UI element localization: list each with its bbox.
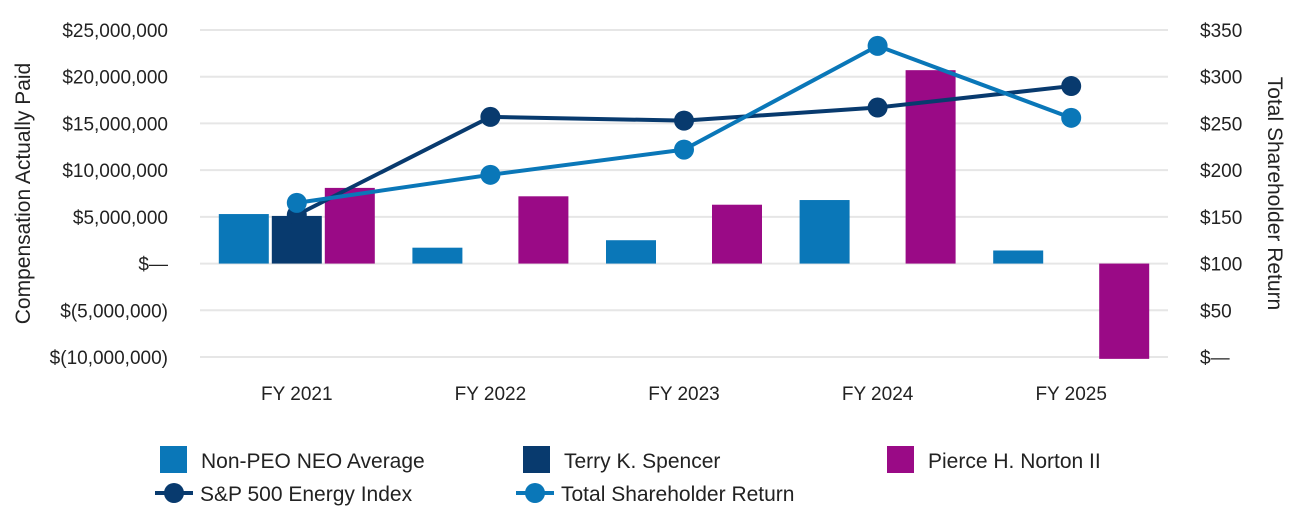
legend-label: Total Shareholder Return xyxy=(561,483,794,506)
bar-non-peo-neo-average xyxy=(799,200,850,264)
legend-swatch-terry-k-spencer xyxy=(523,446,550,473)
bar-non-peo-neo-average xyxy=(606,240,656,264)
category-labels: FY 2021 FY 2022 FY 2023 FY 2024 FY 2025 xyxy=(261,384,1107,405)
left-tick-label: $25,000,000 xyxy=(62,21,168,42)
point-s-p-500-energy-index xyxy=(480,106,501,127)
category-label: FY 2022 xyxy=(455,384,526,405)
legend-swatch-pierce-h-norton-ii xyxy=(887,446,914,473)
left-axis-title: Compensation Actually Paid xyxy=(12,63,35,325)
right-tick-label: $— xyxy=(1200,348,1230,369)
legend-label: Non-PEO NEO Average xyxy=(201,450,425,473)
legend-swatch-non-peo-neo-average xyxy=(160,446,187,473)
right-tick-label: $250 xyxy=(1200,114,1242,135)
category-label: FY 2023 xyxy=(648,384,719,405)
bar-non-peo-neo-average xyxy=(412,247,463,264)
point-total-shareholder-return xyxy=(286,192,307,213)
legend-marker-total-shareholder-return xyxy=(525,483,545,503)
bar-pierce-h-norton-ii xyxy=(518,196,569,264)
legend-label: Pierce H. Norton II xyxy=(928,450,1101,473)
left-tick-label: $(5,000,000) xyxy=(60,301,168,322)
point-total-shareholder-return xyxy=(867,35,888,56)
right-tick-label: $350 xyxy=(1200,21,1242,42)
legend-label: Terry K. Spencer xyxy=(564,450,720,473)
bar-pierce-h-norton-ii xyxy=(324,187,375,264)
point-s-p-500-energy-index xyxy=(867,97,888,118)
left-tick-label: $(10,000,000) xyxy=(50,348,168,369)
category-label: FY 2021 xyxy=(261,384,332,405)
category-label: FY 2024 xyxy=(842,384,914,405)
bar-non-peo-neo-average xyxy=(218,214,269,264)
bar-pierce-h-norton-ii xyxy=(712,204,762,264)
right-axis-title: Total Shareholder Return xyxy=(1263,77,1286,310)
point-total-shareholder-return xyxy=(480,164,501,185)
point-total-shareholder-return xyxy=(674,139,694,160)
left-tick-label: $— xyxy=(138,255,168,276)
right-axis-ticks: $350 $300 $250 $200 $150 $100 $50 $— xyxy=(1200,21,1242,369)
bars xyxy=(218,70,1150,359)
point-total-shareholder-return xyxy=(1061,107,1082,128)
left-tick-label: $15,000,000 xyxy=(62,114,168,135)
left-tick-label: $5,000,000 xyxy=(73,208,168,229)
legend: Non-PEO NEO Average Terry K. Spencer Pierc… xyxy=(155,446,1101,506)
left-tick-label: $20,000,000 xyxy=(62,68,168,89)
lines xyxy=(286,35,1082,225)
category-label: FY 2025 xyxy=(1035,384,1106,405)
point-s-p-500-energy-index xyxy=(674,110,694,131)
left-axis-ticks: $25,000,000 $20,000,000 $15,000,000 $10,000… xyxy=(50,21,168,369)
right-tick-label: $300 xyxy=(1200,68,1242,89)
right-tick-label: $50 xyxy=(1200,301,1232,322)
legend-marker-s-p-500-energy-index xyxy=(164,483,184,503)
right-tick-label: $150 xyxy=(1200,208,1242,229)
bar-non-peo-neo-average xyxy=(993,250,1044,264)
right-tick-label: $100 xyxy=(1200,255,1242,276)
right-tick-label: $200 xyxy=(1200,161,1242,182)
legend-label: S&P 500 Energy Index xyxy=(200,483,413,506)
left-tick-label: $10,000,000 xyxy=(62,161,168,182)
bar-pierce-h-norton-ii xyxy=(1099,263,1150,359)
point-s-p-500-energy-index xyxy=(1061,76,1082,97)
